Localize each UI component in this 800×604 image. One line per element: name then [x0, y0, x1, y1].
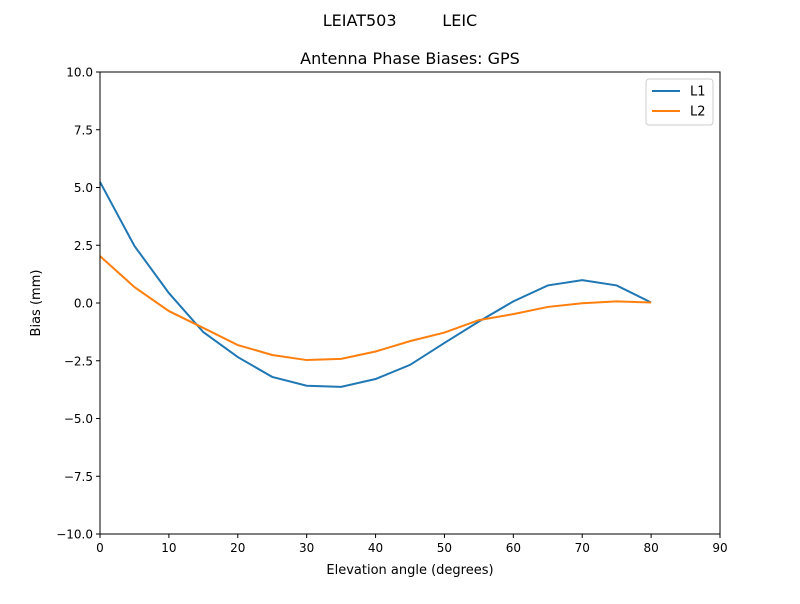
x-tick-label: 30: [299, 541, 314, 555]
x-tick-label: 40: [368, 541, 383, 555]
y-tick-label: −7.5: [64, 470, 93, 484]
y-tick-label: 0.0: [74, 297, 93, 311]
plot-frame: [99, 71, 721, 535]
x-tick-label: 0: [96, 541, 104, 555]
chart-title: Antenna Phase Biases: GPS: [300, 49, 520, 68]
x-tick-label: 20: [230, 541, 245, 555]
x-tick-label: 70: [575, 541, 590, 555]
x-tick-label: 10: [161, 541, 176, 555]
y-tick-label: 5.0: [74, 181, 93, 195]
y-tick-label: −5.0: [64, 412, 93, 426]
y-axis-label: Bias (mm): [29, 270, 44, 337]
series-line-l1: [99, 181, 652, 388]
y-tick-label: −10.0: [56, 528, 93, 542]
y-tick-label: 7.5: [74, 123, 93, 137]
x-tick-label: 60: [506, 541, 521, 555]
x-axis-label: Elevation angle (degrees): [326, 563, 493, 578]
suptitle: LEIAT503 LEIC: [323, 11, 477, 30]
legend-label: L2: [690, 105, 706, 120]
legend-label: L1: [690, 85, 706, 100]
y-tick-label: 10.0: [66, 66, 93, 80]
x-tick-label: 50: [437, 541, 452, 555]
y-tick-label: −2.5: [64, 354, 93, 368]
y-tick-label: 2.5: [74, 239, 93, 253]
series-line-l2: [99, 255, 652, 362]
x-tick-label: 80: [643, 541, 658, 555]
x-tick-label: 90: [712, 541, 727, 555]
